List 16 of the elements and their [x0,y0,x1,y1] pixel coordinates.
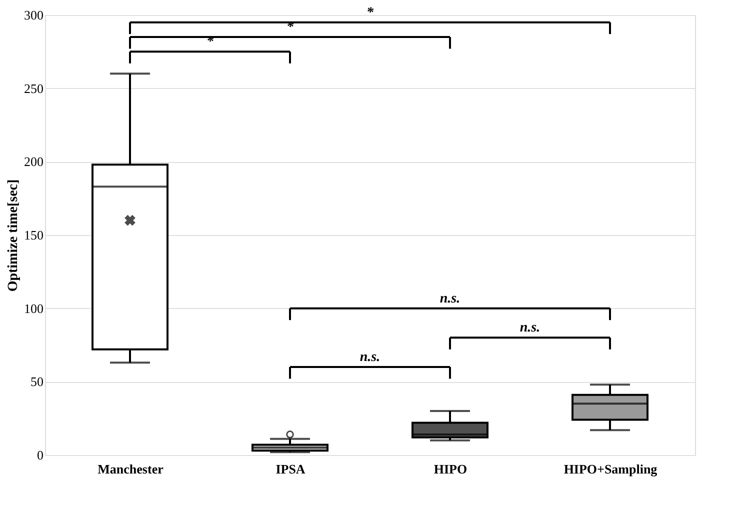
x-tick-label: IPSA [276,462,306,476]
annotation: n.s. [440,291,460,306]
y-tick-label: 250 [24,80,44,96]
y-tick-label: 50 [30,374,44,390]
y-tick-label: 150 [24,228,44,242]
y-tick-label: 200 [24,154,44,170]
y-tick-label: 100 [24,300,44,316]
y-tick-label: 0 [37,448,44,462]
annotation: n.s. [360,350,380,366]
annotation: n.s. [520,320,540,336]
x-tick-label: HIPO [434,462,468,476]
x-tick-label: HIPO+Sampling [564,462,658,476]
y-axis-title: Optimize time[sec] [6,179,21,292]
y-tick-label: 300 [24,8,44,22]
x-tick-label: Manchester [98,462,164,476]
annotation: * [366,5,374,20]
